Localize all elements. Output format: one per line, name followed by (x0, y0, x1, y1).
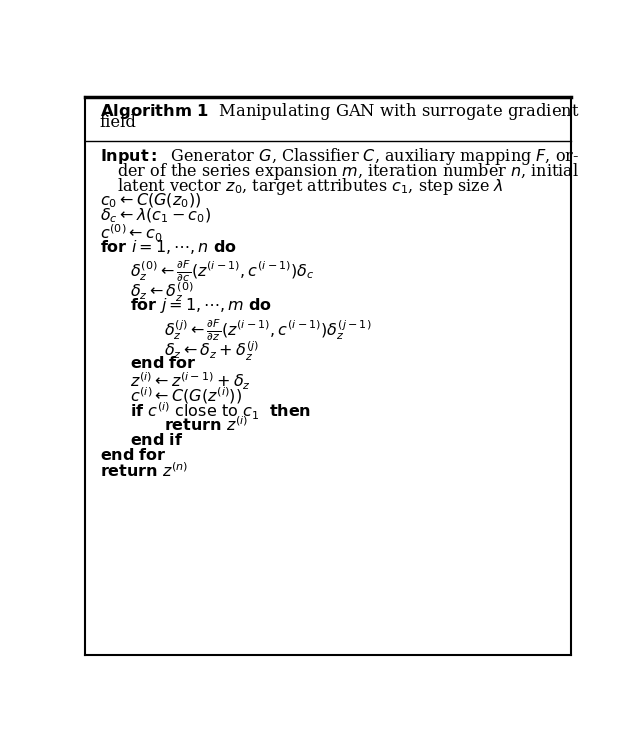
Text: $c^{(i)} \leftarrow C(G(z^{(i)}))$: $c^{(i)} \leftarrow C(G(z^{(i)}))$ (129, 386, 242, 406)
Text: $c^{(0)} \leftarrow c_0$: $c^{(0)} \leftarrow c_0$ (100, 222, 163, 244)
Text: $\delta_z^{(0)} \leftarrow \frac{\partial F}{\partial c}(z^{(i-1)}, c^{(i-1)})\d: $\delta_z^{(0)} \leftarrow \frac{\partia… (129, 259, 314, 285)
Text: $\mathbf{end\ for}$: $\mathbf{end\ for}$ (100, 447, 166, 464)
Text: $\mathbf{for}\ i = 1, \cdots, n\ \mathbf{do}$: $\mathbf{for}\ i = 1, \cdots, n\ \mathbf… (100, 238, 237, 256)
Text: latent vector $z_0$, target attributes $c_1$, step size $\lambda$: latent vector $z_0$, target attributes $… (117, 177, 504, 197)
Text: $\mathbf{Input:}$  Generator $G$, Classifier $C$, auxiliary mapping $F$, or-: $\mathbf{Input:}$ Generator $G$, Classif… (100, 146, 579, 166)
Text: $\mathbf{for}\ j = 1, \cdots, m\ \mathbf{do}$: $\mathbf{for}\ j = 1, \cdots, m\ \mathbf… (129, 296, 272, 316)
Text: $\mathbf{end\ for}$: $\mathbf{end\ for}$ (129, 355, 196, 372)
Text: der of the series expansion $m$, iteration number $n$, initial: der of the series expansion $m$, iterati… (117, 161, 579, 182)
Text: $\mathbf{return}\ z^{(i)}$: $\mathbf{return}\ z^{(i)}$ (164, 417, 248, 435)
Text: $\mathbf{Algorithm\ 1}$  Manipulating GAN with surrogate gradient: $\mathbf{Algorithm\ 1}$ Manipulating GAN… (100, 101, 579, 122)
Text: $z^{(i)} \leftarrow z^{(i-1)} + \delta_z$: $z^{(i)} \leftarrow z^{(i-1)} + \delta_z… (129, 370, 250, 392)
Text: $\delta_c \leftarrow \lambda(c_1 - c_0)$: $\delta_c \leftarrow \lambda(c_1 - c_0)$ (100, 207, 211, 225)
Text: $\mathbf{if}\ c^{(i)}\ \mathrm{close\ to}\ c_1\ \ \mathbf{then}$: $\mathbf{if}\ c^{(i)}\ \mathrm{close\ to… (129, 401, 311, 423)
Text: $\mathbf{end\ if}$: $\mathbf{end\ if}$ (129, 432, 183, 449)
Text: $\delta_z^{(j)} \leftarrow \frac{\partial F}{\partial z}(z^{(i-1)}, c^{(i-1)})\d: $\delta_z^{(j)} \leftarrow \frac{\partia… (164, 318, 372, 343)
Text: $\delta_z \leftarrow \delta_z + \delta_z^{(j)}$: $\delta_z \leftarrow \delta_z + \delta_z… (164, 340, 260, 363)
Text: $\mathbf{return}\ z^{(n)}$: $\mathbf{return}\ z^{(n)}$ (100, 463, 188, 481)
Text: field: field (100, 115, 137, 132)
Text: $\delta_z \leftarrow \delta_z^{(0)}$: $\delta_z \leftarrow \delta_z^{(0)}$ (129, 281, 193, 304)
Text: $c_0 \leftarrow C(G(z_0))$: $c_0 \leftarrow C(G(z_0))$ (100, 191, 201, 210)
